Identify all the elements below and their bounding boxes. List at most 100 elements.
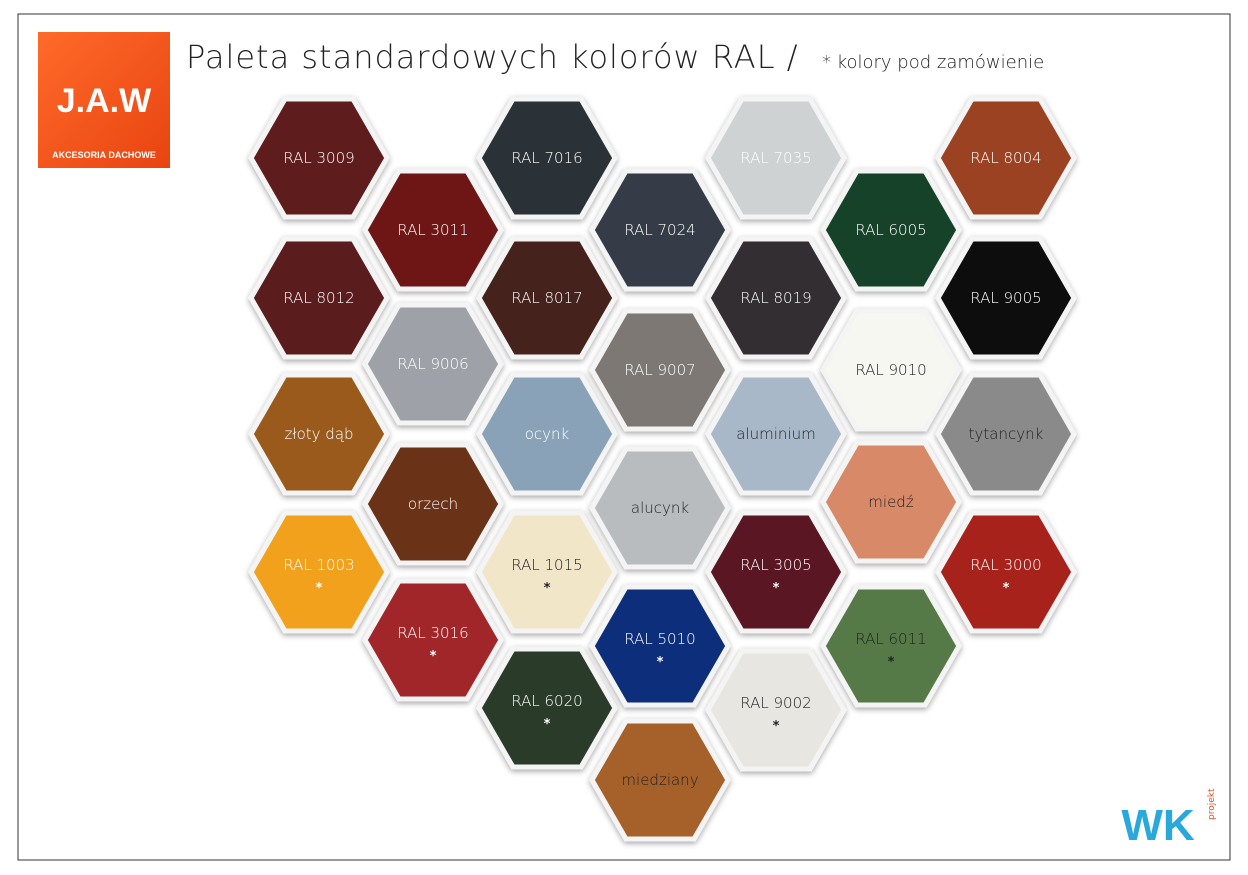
swatch: RAL 9010: [820, 308, 962, 432]
swatch-hexagon: [362, 442, 504, 566]
swatch: RAL 1015 *: [476, 510, 618, 634]
swatch: RAL 6005: [820, 168, 962, 292]
swatch-note: *: [544, 581, 551, 596]
swatch-label: miedź: [868, 493, 914, 511]
swatch-hexagon: [935, 372, 1077, 496]
swatch-label: RAL 8017: [511, 289, 582, 307]
swatch: tytancynk: [935, 372, 1077, 496]
swatch-note: *: [1003, 581, 1010, 596]
swatch-label: RAL 8004: [970, 149, 1041, 167]
swatch: RAL 7024: [589, 168, 731, 292]
swatch-note: *: [544, 717, 551, 732]
swatch: RAL 3009: [248, 96, 390, 220]
swatch-hexagon: [935, 236, 1077, 360]
footer-logo-name: WK: [1121, 801, 1195, 850]
swatch-label: RAL 6011: [855, 630, 926, 648]
swatch: miedź: [820, 440, 962, 564]
swatch-label: RAL 3005: [740, 556, 811, 574]
swatch-label: tytancynk: [969, 425, 1044, 443]
footer-logo-tagline: projekt: [1207, 788, 1217, 820]
swatch-note: *: [773, 719, 780, 734]
swatch-label: RAL 9007: [624, 361, 695, 379]
logo-tagline: AKCESORIA DACHOWE: [52, 150, 156, 160]
swatch-note: *: [657, 655, 664, 670]
swatch: RAL 7035: [705, 96, 847, 220]
swatch-label: RAL 7024: [624, 221, 695, 239]
swatch-label: RAL 3009: [283, 149, 354, 167]
swatch: RAL 8012: [248, 236, 390, 360]
swatch: RAL 9006: [362, 302, 504, 426]
swatch: RAL 6020 *: [476, 646, 618, 770]
swatch: miedziany: [589, 718, 731, 842]
swatch-label: miedziany: [621, 771, 698, 789]
swatch-hexagon: [362, 578, 504, 702]
swatch: RAL 6011 *: [820, 584, 962, 708]
swatch-hexagon: [248, 236, 390, 360]
swatch-hexagon: [820, 584, 962, 708]
swatch: RAL 8017: [476, 236, 618, 360]
swatch-hexagon: [248, 372, 390, 496]
swatch-hexagon: [820, 168, 962, 292]
swatch: RAL 3016 *: [362, 578, 504, 702]
swatch: RAL 1003 *: [248, 510, 390, 634]
swatch: RAL 3000 *: [935, 510, 1077, 634]
swatch-hexagon: [705, 96, 847, 220]
subtitle: * kolory pod zamówienie: [822, 52, 1044, 73]
swatch-label: aluminium: [736, 425, 815, 443]
swatch: RAL 3011: [362, 168, 504, 292]
swatch: RAL 9007: [589, 308, 731, 432]
swatch-hexagon: [476, 96, 618, 220]
swatch-hexagon: [476, 646, 618, 770]
swatch: złoty dąb: [248, 372, 390, 496]
swatch-label: RAL 3000: [970, 556, 1041, 574]
swatch-hexagon: [589, 584, 731, 708]
swatch-label: RAL 7035: [740, 149, 811, 167]
swatch: RAL 7016: [476, 96, 618, 220]
swatch-hexagon: [476, 236, 618, 360]
swatch: orzech: [362, 442, 504, 566]
swatch-note: *: [773, 581, 780, 596]
swatch-hexagon: [705, 236, 847, 360]
swatch: alucynk: [589, 446, 731, 570]
swatch-hexagon: [476, 510, 618, 634]
swatch-hexagon: [705, 372, 847, 496]
swatch-hexagon: [820, 440, 962, 564]
swatch-label: RAL 7016: [511, 149, 582, 167]
swatch-label: RAL 1003: [283, 556, 354, 574]
swatch-hexagon: [935, 510, 1077, 634]
swatch-label: RAL 1015: [511, 556, 582, 574]
swatch-label: RAL 9005: [970, 289, 1041, 307]
swatch-label: RAL 8019: [740, 289, 811, 307]
swatch-label: złoty dąb: [284, 425, 353, 443]
swatch-hexagon: [589, 446, 731, 570]
swatch-hexagon: [362, 302, 504, 426]
swatch-label: ocynk: [525, 425, 570, 443]
swatch-hexagon: [589, 718, 731, 842]
swatch-label: RAL 3016: [397, 624, 468, 642]
swatch-hexagon: [476, 372, 618, 496]
swatch-label: RAL 9002: [740, 694, 811, 712]
swatch-label: RAL 9010: [855, 361, 926, 379]
swatch: RAL 9005: [935, 236, 1077, 360]
frame: [17, 13, 1231, 861]
swatch-hexagon: [705, 510, 847, 634]
swatch: ocynk: [476, 372, 618, 496]
swatch: RAL 8019: [705, 236, 847, 360]
swatch-label: RAL 3011: [397, 221, 468, 239]
swatch-label: RAL 8012: [283, 289, 354, 307]
swatch-hexagon: [248, 96, 390, 220]
logo-box: [38, 32, 170, 168]
swatch: RAL 9002 *: [705, 648, 847, 772]
title: Paleta standardowych kolorów RAL /: [186, 38, 798, 76]
swatch-hexagon: [820, 308, 962, 432]
swatch-label: alucynk: [631, 499, 689, 517]
swatch: RAL 8004: [935, 96, 1077, 220]
swatch-hexagon: [362, 168, 504, 292]
swatch-hexagon: [589, 168, 731, 292]
swatch-label: RAL 5010: [624, 630, 695, 648]
swatch-label: RAL 6005: [855, 221, 926, 239]
swatch-note: *: [316, 581, 323, 596]
swatch-label: orzech: [408, 495, 458, 513]
swatch-note: *: [430, 649, 437, 664]
